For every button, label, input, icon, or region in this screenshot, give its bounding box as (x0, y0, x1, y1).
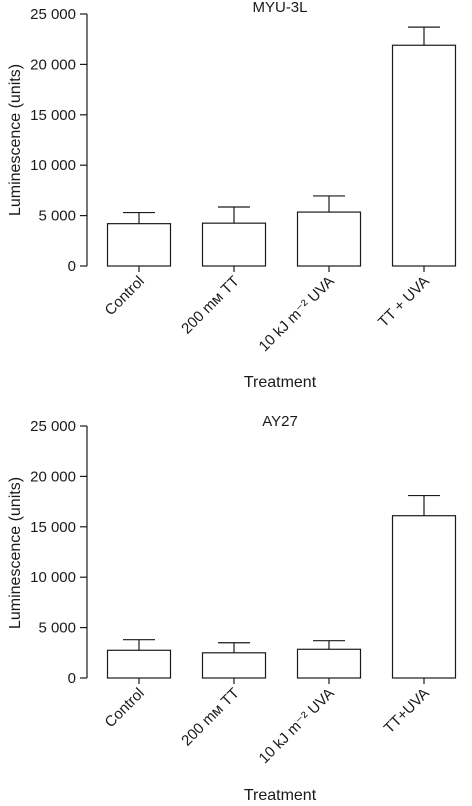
x-category-label: 200 mм TT (178, 685, 243, 750)
y-tick-label: 10 000 (30, 569, 76, 586)
chart-panel-ay27: AY27 Luminescence (units) Treatment 0 5 0… (7, 413, 457, 804)
y-tick-label: 0 (68, 258, 76, 275)
chart-title: AY27 (262, 413, 298, 430)
x-category-label: TT + UVA (375, 273, 433, 331)
y-tick-label: 15 000 (30, 519, 76, 536)
x-category-label: 10 kJ m⁻² UVA (256, 273, 338, 355)
bar (201, 222, 267, 267)
x-category-label: Control (102, 685, 148, 731)
x-category-label: Control (102, 273, 148, 319)
y-axis-title: Luminescence (units) (7, 64, 24, 216)
chart-title: MYU-3L (252, 0, 307, 16)
x-category-label: TT+UVA (381, 685, 433, 737)
y-tick-label: 20 000 (30, 56, 76, 73)
bar (106, 223, 172, 267)
x-category-label: 10 kJ m⁻² UVA (256, 685, 338, 767)
y-tick-label: 25 000 (30, 6, 76, 23)
y-tick-label: 10 000 (30, 157, 76, 174)
y-tick-label: 15 000 (30, 107, 76, 124)
chart-panel-myu3l: MYU-3L Luminescence (units) Treatment 0 5… (7, 0, 457, 391)
bar (296, 211, 362, 267)
y-tick-label: 25 000 (30, 418, 76, 435)
bar (296, 648, 362, 679)
bar (201, 652, 267, 679)
y-tick-label: 5 000 (38, 620, 76, 637)
y-axis-title: Luminescence (units) (7, 477, 24, 629)
x-axis-title: Treatment (244, 787, 317, 804)
y-tick-label: 0 (68, 670, 76, 687)
y-tick-label: 5 000 (38, 208, 76, 225)
y-tick-label: 20 000 (30, 468, 76, 485)
bar (391, 515, 457, 679)
bar (106, 649, 172, 679)
bar (391, 44, 457, 267)
x-axis-title: Treatment (244, 374, 317, 391)
x-category-label: 200 mм TT (178, 273, 243, 338)
